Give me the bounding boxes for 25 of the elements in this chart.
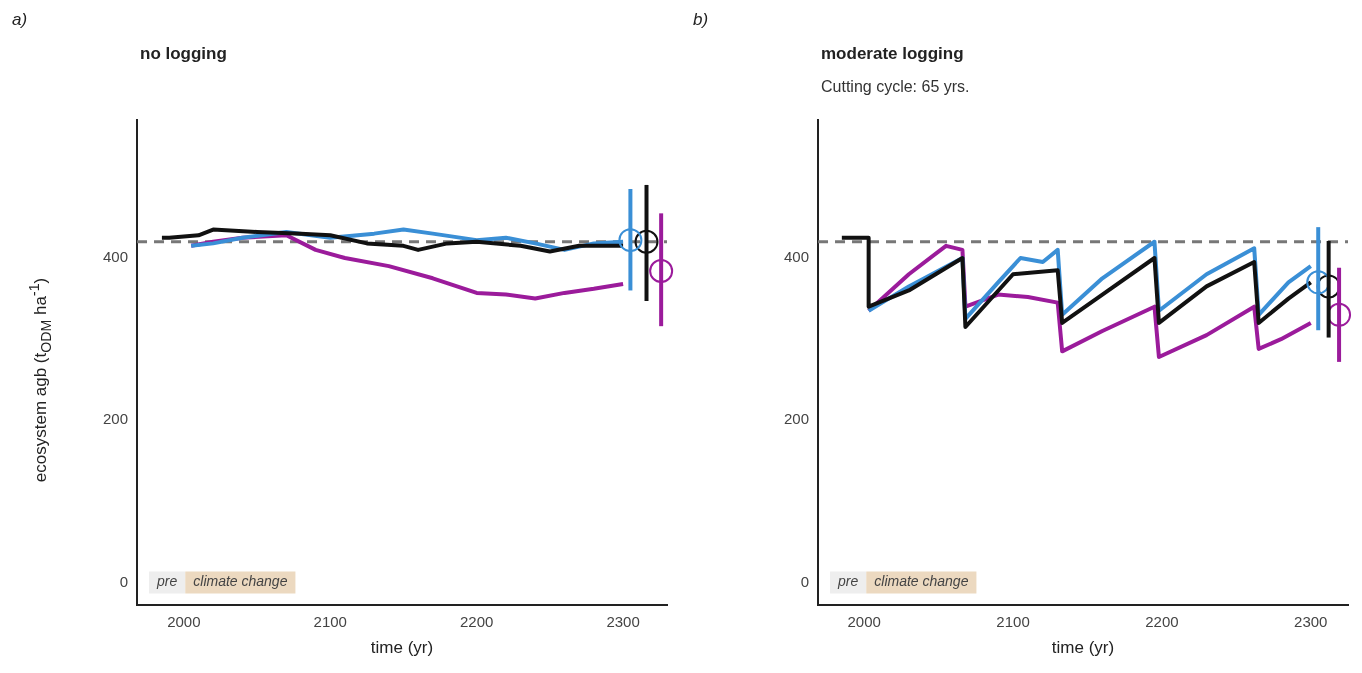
- y-tick-label: 200: [784, 410, 810, 428]
- x-axis-title: time (yr): [1051, 638, 1115, 658]
- y-tick-label: 200: [103, 410, 129, 428]
- chart-subtitle: Cutting cycle: 65 yrs.: [821, 78, 970, 96]
- y-tick-label: 400: [784, 248, 810, 266]
- x-tick-label: 2100: [996, 612, 1030, 630]
- annotation: pre: [156, 573, 178, 590]
- y-tick-label: 400: [103, 248, 129, 266]
- x-tick-label: 2200: [1145, 612, 1179, 630]
- text: a): [12, 10, 28, 30]
- x-tick-label: 2300: [606, 612, 640, 630]
- text: b): [693, 10, 709, 30]
- x-tick-label: 2300: [1294, 612, 1328, 630]
- x-tick-label: 2200: [459, 612, 494, 630]
- chart-title: moderate logging: [821, 44, 964, 64]
- chart-title: no logging: [140, 44, 227, 64]
- x-tick-label: 2100: [313, 612, 347, 630]
- annotation: climate change: [874, 573, 969, 590]
- x-axis-title: time (yr): [370, 638, 434, 658]
- annotation: climate change: [193, 573, 288, 590]
- x-tick-label: 2000: [167, 612, 201, 630]
- annotation: pre: [837, 573, 859, 590]
- x-tick-label: 2000: [847, 612, 881, 630]
- y-tick-label: 0: [119, 572, 129, 590]
- y-tick-label: 0: [800, 572, 810, 590]
